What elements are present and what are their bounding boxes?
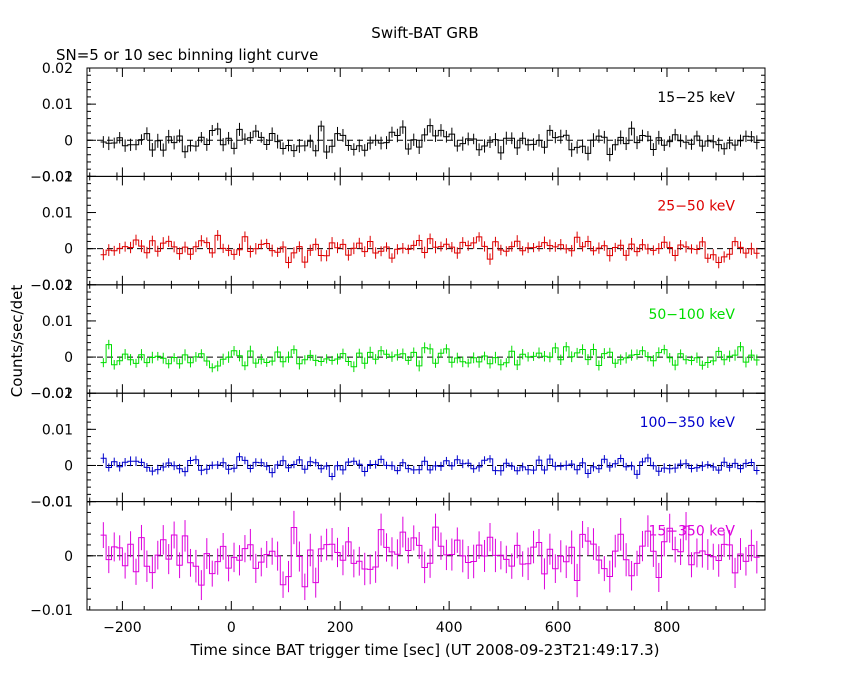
panel-4: −0.01 0 0.01 15−350 keV xyxy=(30,495,766,619)
x-tick-label: 400 xyxy=(436,620,463,636)
y-tick-label: 0.01 xyxy=(42,314,73,330)
x-tick-label: 0 xyxy=(227,620,236,636)
y-tick-label: 0.02 xyxy=(42,169,73,185)
y-tick-label: 0.01 xyxy=(42,422,73,438)
chart-subtitle: SN=5 or 10 sec binning light curve xyxy=(56,46,318,64)
error-bars xyxy=(102,230,758,269)
panel-3: −0.01 0 0.01 0.02 100−350 keV xyxy=(30,386,766,511)
y-tick-label: 0.02 xyxy=(42,61,73,77)
panel-frame xyxy=(86,392,766,503)
panel-frame xyxy=(86,284,766,394)
panel-frame xyxy=(86,67,766,177)
panel-label: 25−50 keV xyxy=(657,198,735,214)
error-bars xyxy=(102,339,758,373)
y-tick-label: 0.01 xyxy=(42,206,73,222)
panel-0: −0.01 0 0.01 0.02 15−25 keV xyxy=(30,61,766,185)
y-tick-label: 0.02 xyxy=(42,278,73,294)
y-tick-label: 0.01 xyxy=(42,97,73,113)
series-line xyxy=(100,125,760,155)
y-tick-label: 0 xyxy=(64,458,73,474)
error-bars xyxy=(102,452,758,481)
y-tick-label: 0 xyxy=(64,350,73,366)
panel-frame xyxy=(86,175,766,286)
chart-title: Swift-BAT GRB xyxy=(371,24,478,42)
x-tick-label: 800 xyxy=(654,620,681,636)
y-tick-label: 0.02 xyxy=(42,386,73,402)
x-tick-label: −200 xyxy=(103,620,141,636)
panel-label: 15−350 keV xyxy=(648,524,735,540)
panel-1: −0.01 0 0.01 0.02 25−50 keV xyxy=(30,169,766,294)
series-line xyxy=(100,234,760,263)
y-tick-label: 0 xyxy=(64,242,73,258)
y-tick-label: 0.01 xyxy=(42,495,73,511)
y-axis-label: Counts/sec/det xyxy=(8,285,26,398)
x-axis-label: Time since BAT trigger time [sec] (UT 20… xyxy=(190,641,660,659)
panels-group: −0.01 0 0.01 0.02 15−25 keV −0.01 0 0.01 0.02 25−… xyxy=(30,61,766,636)
y-tick-label: −0.01 xyxy=(30,278,73,294)
series-line xyxy=(100,525,760,588)
y-tick-label: −0.01 xyxy=(30,603,73,619)
y-tick-label: −0.01 xyxy=(30,386,73,402)
x-tick-label: 600 xyxy=(545,620,572,636)
panel-label: 15−25 keV xyxy=(657,90,735,106)
y-tick-label: 0 xyxy=(64,549,73,565)
series-line xyxy=(100,456,760,477)
panel-2: −0.01 0 0.01 0.02 50−100 keV xyxy=(30,278,766,402)
panel-label: 50−100 keV xyxy=(648,307,735,323)
y-tick-label: 0 xyxy=(64,133,73,149)
panel-label: 100−350 keV xyxy=(640,415,736,431)
y-tick-label: −0.01 xyxy=(30,495,73,511)
x-tick-label: 200 xyxy=(327,620,354,636)
y-tick-label: −0.01 xyxy=(30,169,73,185)
series-line xyxy=(100,344,760,369)
